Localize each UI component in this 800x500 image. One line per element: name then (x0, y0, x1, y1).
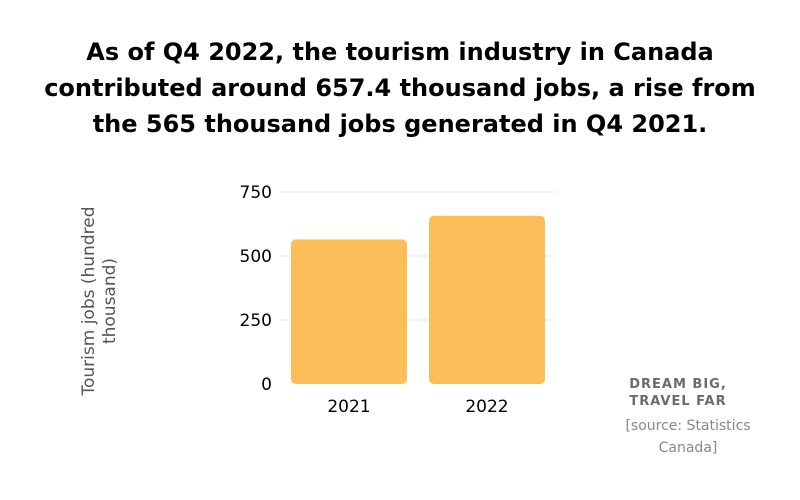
x-tick-label: 2022 (465, 397, 508, 417)
chart-title: As of Q4 2022, the tourism industry in C… (44, 38, 756, 138)
y-tick-label: 0 (261, 375, 272, 395)
y-tick-label: 500 (240, 247, 272, 267)
brand-text: DREAM BIG, TRAVEL FAR (629, 377, 727, 409)
y-tick-label: 750 (240, 183, 272, 203)
y-axis-ticks: 0 250 500 750 (240, 183, 272, 395)
source-note: [source: Statistics Canada] (625, 418, 751, 456)
y-tick-label: 250 (240, 311, 272, 331)
x-tick-label: 2021 (327, 397, 370, 417)
bars (291, 215, 545, 384)
bar (291, 239, 407, 384)
bar (429, 215, 545, 384)
y-axis-label: Tourism jobs (hundred thousand) (79, 206, 120, 396)
x-axis-ticks: 2021 2022 (327, 397, 508, 417)
